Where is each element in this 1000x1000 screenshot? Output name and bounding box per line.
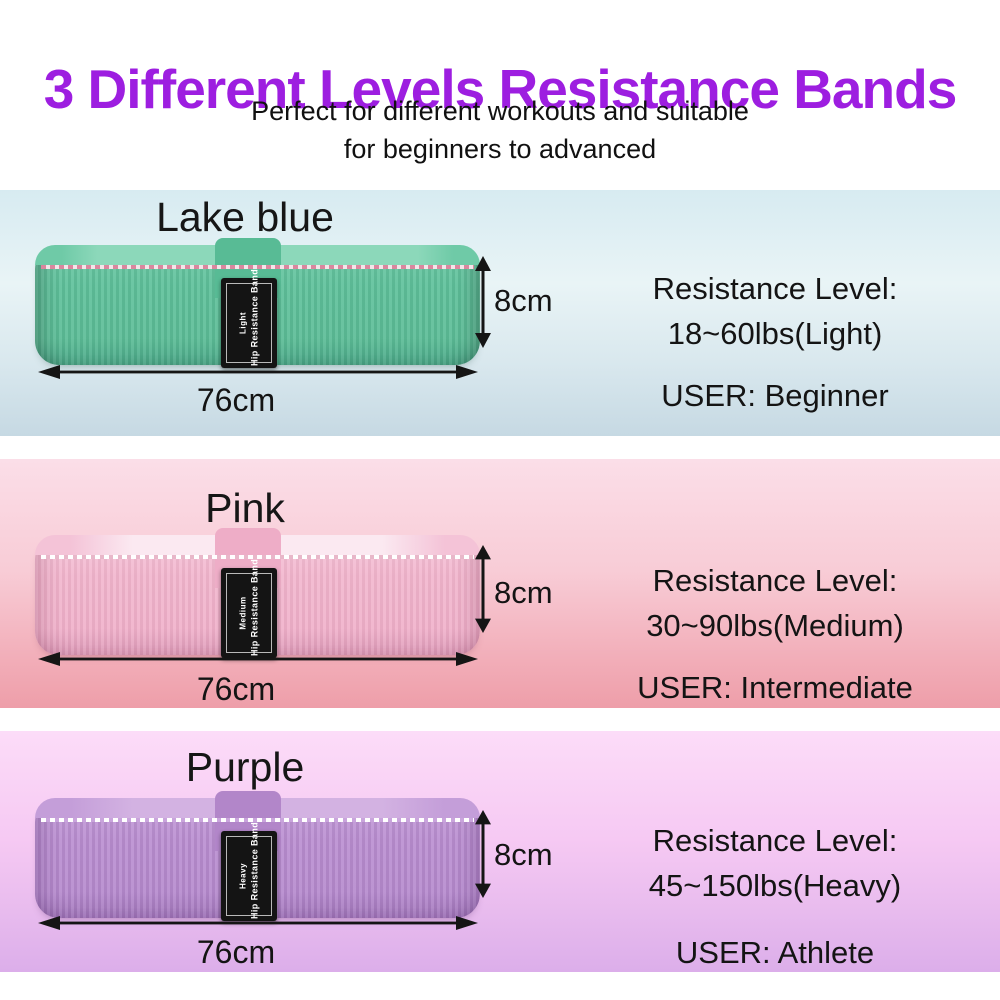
tag-border	[226, 836, 272, 916]
band-photo-pink: Medium Hip Resistance Band	[35, 528, 480, 658]
section-purple: Purple Heavy Hip Resistance Band 8cm 76c…	[0, 731, 1000, 972]
tag-border	[226, 573, 272, 653]
band-fabric-tag: Medium Hip Resistance Band	[221, 558, 277, 658]
height-arrow-icon	[475, 256, 491, 348]
resistance-level-value: 30~90lbs(Medium)	[646, 608, 904, 643]
band-fabric-tag: Heavy Hip Resistance Band	[221, 821, 277, 921]
user-level: USER: Intermediate	[637, 670, 913, 705]
band-photo-purple: Heavy Hip Resistance Band	[35, 791, 480, 921]
resistance-level-value: 18~60lbs(Light)	[667, 316, 883, 351]
tag-level-label: Medium	[238, 596, 248, 630]
resistance-level-label: Resistance Level:	[652, 271, 898, 306]
width-dimension: 76cm	[196, 934, 276, 970]
tag-text: Light Hip Resistance Band	[238, 268, 261, 366]
tag-text: Heavy Hip Resistance Band	[238, 821, 261, 919]
resistance-info: Resistance Level: 30~90lbs(Medium) USER:…	[552, 558, 998, 710]
user-level: USER: Athlete	[675, 935, 875, 970]
band-photo-lake-blue: Light Hip Resistance Band	[35, 238, 480, 368]
tag-level-label: Heavy	[238, 862, 248, 890]
resistance-level-label: Resistance Level:	[652, 563, 898, 598]
width-arrow-icon	[38, 916, 478, 930]
width-dimension: 76cm	[196, 671, 276, 707]
band-color-name: Purple	[185, 744, 305, 790]
tag-product-label: Hip Resistance Band	[249, 558, 260, 656]
height-dimension: 8cm	[494, 283, 553, 318]
height-arrow-icon	[475, 810, 491, 898]
height-dimension: 8cm	[494, 575, 553, 610]
band-color-name: Pink	[205, 485, 285, 531]
tag-level-label: Light	[238, 311, 248, 335]
band-fabric-tag: Light Hip Resistance Band	[221, 268, 277, 368]
resistance-level-value: 45~150lbs(Heavy)	[648, 868, 902, 903]
tag-border	[226, 283, 272, 363]
resistance-info: Resistance Level: 45~150lbs(Heavy) USER:…	[552, 818, 998, 975]
subtitle-line-1: Perfect for different workouts and suita…	[251, 96, 749, 126]
section-lake-blue: Lake blue Light Hip Resistance Band 8cm …	[0, 190, 1000, 436]
section-pink: Pink Medium Hip Resistance Band 8cm 76cm	[0, 459, 1000, 708]
band-color-name: Lake blue	[156, 194, 334, 240]
resistance-info: Resistance Level: 18~60lbs(Light) USER: …	[552, 266, 998, 418]
height-dimension: 8cm	[494, 837, 553, 872]
width-dimension: 76cm	[196, 382, 276, 418]
height-arrow-icon	[475, 545, 491, 633]
resistance-level-label: Resistance Level:	[652, 823, 898, 858]
tag-product-label: Hip Resistance Band	[249, 268, 260, 366]
page-title: 3 Different Levels Resistance Bands	[43, 57, 958, 120]
width-arrow-icon	[38, 365, 478, 379]
tag-text: Medium Hip Resistance Band	[238, 558, 261, 656]
user-level: USER: Beginner	[661, 378, 889, 413]
width-arrow-icon	[38, 652, 478, 666]
tag-product-label: Hip Resistance Band	[249, 821, 260, 919]
subtitle-line-2: for beginners to advanced	[343, 134, 657, 164]
